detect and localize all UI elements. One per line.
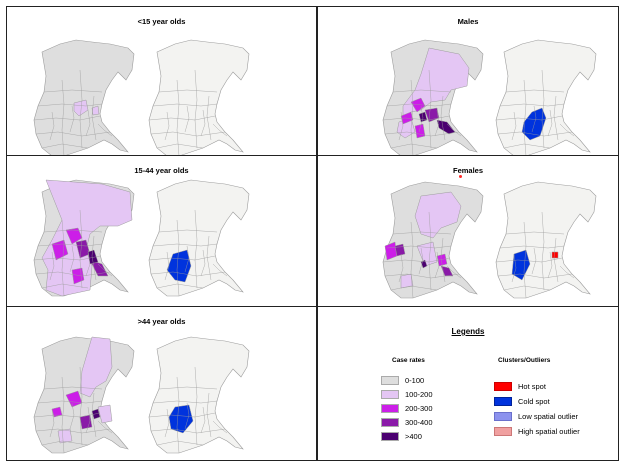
legend-swatch	[381, 417, 399, 427]
panel-title: 15-44 year olds	[134, 166, 189, 175]
district-100-200	[79, 336, 113, 398]
district-200-300	[65, 390, 83, 408]
legend-item: Low spatial outlier	[494, 411, 578, 421]
map-pair	[33, 39, 250, 157]
legend-label: 200-300	[405, 403, 433, 413]
map-panel-males: Males	[317, 6, 619, 157]
district-100-200	[400, 273, 414, 289]
cold-spot	[168, 404, 194, 434]
cold-spot	[521, 107, 547, 141]
cold-spot	[511, 249, 531, 281]
legend-swatch	[381, 431, 399, 441]
legend-item: >400	[381, 431, 422, 441]
map-panel-over-44: >44 year olds	[6, 306, 317, 461]
panel-title: Males	[457, 17, 479, 26]
hot-spot	[551, 251, 559, 259]
case-rates-heading: Case rates	[392, 357, 425, 364]
district-100-200	[41, 179, 133, 297]
legend-item: Cold spot	[494, 396, 550, 406]
legend-label: Hot spot	[518, 381, 546, 391]
legend-label: High spatial outlier	[518, 426, 580, 436]
district-300-400	[394, 243, 406, 257]
legend-item: 200-300	[381, 403, 433, 413]
legend-label: 100-200	[405, 389, 433, 399]
clusters-heading: Clusters/Outliers	[498, 357, 551, 364]
case-rate-map	[33, 39, 135, 157]
red-marker	[459, 175, 462, 178]
map-panel-females: Females	[317, 155, 619, 307]
legend-label: 0-100	[405, 375, 425, 385]
cluster-map	[495, 181, 597, 299]
district-100-200	[416, 241, 438, 267]
legend-swatch	[494, 411, 512, 421]
district-300-400	[89, 259, 109, 277]
map-panel-15-44: 15-44 year olds	[6, 155, 317, 307]
legend-panel: Legends Case rates Clusters/Outliers 0-1…	[317, 306, 619, 461]
legend-title: Legends	[451, 327, 485, 336]
legend-swatch	[494, 426, 512, 436]
legend-item: 100-200	[381, 389, 433, 399]
legend-item: High spatial outlier	[494, 426, 580, 436]
cluster-map	[148, 39, 250, 157]
panel-title: >44 year olds	[137, 317, 186, 326]
district-100-200	[414, 191, 462, 239]
legend-swatch	[494, 396, 512, 406]
panel-title: Females	[452, 166, 484, 175]
legend-item: 0-100	[381, 375, 424, 385]
cluster-map	[495, 39, 597, 157]
district-100-200	[91, 105, 100, 116]
cluster-map	[148, 179, 250, 297]
map-pair	[33, 179, 250, 297]
case-rate-map	[33, 336, 135, 454]
legend-label: 300-400	[405, 417, 433, 427]
case-rate-map	[382, 181, 484, 299]
map-pair	[382, 39, 597, 157]
panel-title: <15 year olds	[137, 17, 186, 26]
case-rate-map	[382, 39, 484, 157]
district-100-200	[97, 404, 113, 424]
map-pair	[33, 336, 250, 454]
legend-label: Cold spot	[518, 396, 550, 406]
legend-item: 300-400	[381, 417, 433, 427]
district-300-400	[79, 414, 93, 430]
district-200-300	[51, 406, 63, 418]
legend-item: Hot spot	[494, 381, 546, 391]
legend-swatch	[494, 381, 512, 391]
map-pair	[382, 181, 597, 299]
map-panel-under-15: <15 year olds	[6, 6, 317, 157]
district-200-300	[414, 123, 426, 139]
legend-label: >400	[405, 431, 422, 441]
case-rate-map	[33, 179, 135, 297]
district-100-200	[57, 428, 73, 444]
legend-swatch	[381, 389, 399, 399]
legend-label: Low spatial outlier	[518, 411, 579, 421]
district-300-400	[440, 265, 454, 277]
legend-swatch	[381, 375, 399, 385]
cluster-map	[148, 336, 250, 454]
legend-swatch	[381, 403, 399, 413]
